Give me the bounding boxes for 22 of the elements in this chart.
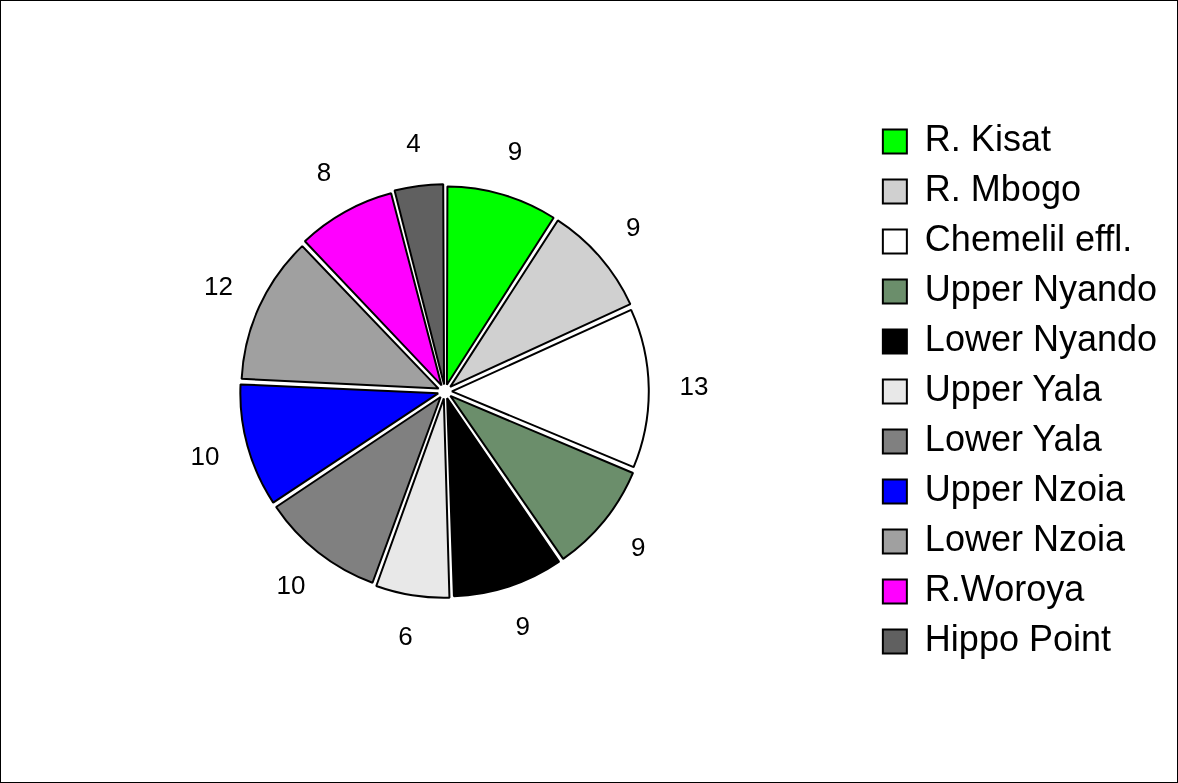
data-label: 9 — [630, 531, 646, 562]
legend-label: R.Woroya — [924, 568, 1086, 610]
legend-label: Lower Nzoia — [924, 518, 1126, 560]
data-label: 9 — [515, 611, 530, 642]
data-label: 4 — [406, 127, 421, 158]
data-label: 9 — [507, 135, 523, 166]
legend-label: Upper Yala — [924, 368, 1103, 410]
data-label: 12 — [203, 271, 233, 302]
legend-label: R. Kisat — [924, 118, 1051, 160]
data-label: 6 — [398, 620, 413, 651]
data-label: 10 — [190, 441, 220, 472]
data-label: 9 — [625, 211, 641, 242]
data-label: 13 — [679, 370, 709, 401]
legend-label: Lower Nyando — [924, 318, 1157, 360]
legend-label: Upper Nyando — [924, 268, 1157, 310]
legend-label: Hippo Point — [924, 618, 1111, 660]
data-label: 10 — [276, 570, 306, 601]
legend-label: Lower Yala — [924, 418, 1103, 460]
legend-label: Upper Nzoia — [924, 468, 1126, 510]
legend-label: Chemelil effl. — [924, 218, 1133, 260]
legend-label: R. Mbogo — [924, 168, 1081, 210]
data-label: 8 — [316, 157, 332, 188]
